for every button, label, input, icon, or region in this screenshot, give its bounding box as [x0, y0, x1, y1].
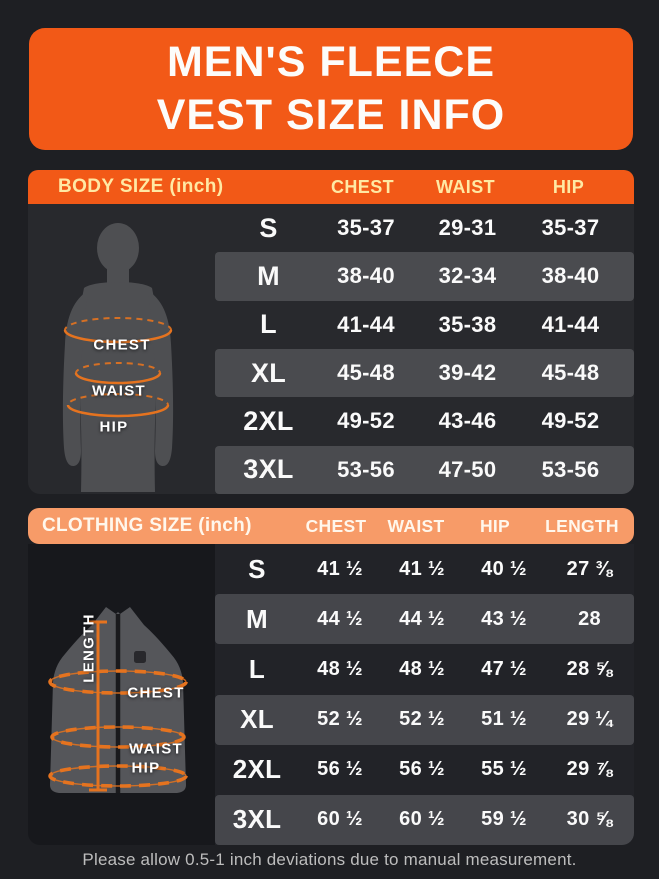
body-silhouette-illustration	[62, 223, 174, 492]
chest-value: 38-40	[337, 263, 395, 289]
title-line-2: VEST SIZE INFO	[156, 91, 506, 139]
hip-value: 38-40	[541, 263, 600, 289]
length-value: 28 ⅝	[566, 657, 613, 680]
size-label: 3XL	[232, 804, 282, 835]
hip-value: 51 ½	[481, 708, 527, 731]
chest-value: 35-37	[337, 215, 395, 241]
waist-value: 52 ½	[399, 708, 445, 731]
length-value: 27 ⅜	[566, 557, 613, 580]
table-row: 2XL 49-52 43-46 49-52	[215, 397, 634, 445]
table-row: 3XL 60 ½ 60 ½ 59 ½ 30 ⅝	[215, 794, 634, 845]
body-chest-label: CHEST	[93, 336, 151, 354]
table-row: XL 52 ½ 52 ½ 51 ½ 29 ¼	[215, 694, 634, 745]
waist-value: 43-46	[438, 408, 497, 434]
size-label: L	[260, 309, 277, 340]
clothing-col-chest: CHEST	[305, 515, 367, 536]
chest-value: 41-44	[337, 311, 395, 337]
hip-value: 41-44	[541, 311, 600, 337]
size-label: XL	[250, 357, 287, 388]
table-row: L 41-44 35-38 41-44	[215, 301, 634, 349]
chest-value: 60 ½	[317, 808, 363, 831]
measurement-disclaimer: Please allow 0.5-1 inch deviations due t…	[82, 850, 577, 869]
vest-illustration	[48, 607, 188, 793]
table-row: L 48 ½ 48 ½ 47 ½ 28 ⅝	[215, 644, 634, 694]
body-size-header-bar: BODY SIZE (inch) CHEST WAIST HIP	[28, 170, 634, 204]
waist-value: 47-50	[438, 456, 497, 482]
vest-hip-label: HIP	[131, 759, 161, 777]
hip-value: 47 ½	[481, 657, 527, 680]
body-size-title: BODY SIZE (inch)	[58, 176, 224, 197]
body-col-waist: WAIST	[436, 176, 495, 197]
size-label: XL	[240, 704, 274, 735]
chest-value: 45-48	[337, 360, 395, 386]
waist-value: 39-42	[438, 360, 497, 386]
clothing-size-title: CLOTHING SIZE (inch)	[42, 515, 252, 536]
size-label: M	[257, 260, 280, 291]
clothing-col-waist: WAIST	[387, 515, 445, 536]
body-col-chest: CHEST	[330, 176, 394, 197]
length-value: 30 ⅝	[566, 808, 613, 831]
size-label: S	[248, 553, 266, 584]
waist-value: 29-31	[438, 215, 497, 241]
chest-value: 44 ½	[317, 607, 363, 630]
size-label: 2XL	[232, 754, 282, 785]
waist-value: 41 ½	[399, 557, 445, 580]
hip-value: 53-56	[541, 456, 600, 482]
size-label: 3XL	[243, 454, 294, 485]
hip-value: 55 ½	[481, 758, 527, 781]
vest-length-label: LENGTH	[80, 613, 98, 683]
chest-value: 48 ½	[317, 657, 363, 680]
table-row: 3XL 53-56 47-50 53-56	[215, 445, 634, 494]
size-label: 2XL	[243, 405, 294, 436]
table-row: 2XL 56 ½ 56 ½ 55 ½ 29 ⅞	[215, 745, 634, 795]
waist-value: 56 ½	[399, 758, 445, 781]
title-line-1: MEN'S FLEECE	[166, 37, 496, 86]
length-value: 29 ¼	[566, 708, 613, 731]
body-waist-label: WAIST	[92, 382, 146, 400]
table-row: S 35-37 29-31 35-37	[215, 204, 634, 252]
chest-value: 56 ½	[317, 758, 363, 781]
vest-chest-label: CHEST	[127, 684, 185, 702]
table-row: M 38-40 32-34 38-40	[215, 252, 634, 301]
size-label: L	[248, 653, 266, 684]
waist-value: 60 ½	[399, 808, 445, 831]
length-value: 28	[578, 607, 601, 630]
title-banner: MEN'S FLEECE VEST SIZE INFO	[29, 28, 633, 150]
size-label: M	[246, 603, 268, 634]
table-row: M 44 ½ 44 ½ 43 ½ 28	[215, 594, 634, 645]
hip-value: 40 ½	[481, 557, 527, 580]
waist-value: 32-34	[438, 263, 497, 289]
hip-value: 43 ½	[481, 607, 527, 630]
waist-value: 44 ½	[399, 607, 445, 630]
table-row: XL 45-48 39-42 45-48	[215, 348, 634, 398]
waist-value: 48 ½	[399, 657, 445, 680]
length-value: 29 ⅞	[566, 758, 613, 781]
body-hip-label: HIP	[99, 418, 129, 436]
hip-value: 49-52	[541, 408, 600, 434]
table-row: S 41 ½ 41 ½ 40 ½ 27 ⅜	[215, 544, 634, 594]
clothing-col-length: LENGTH	[545, 515, 619, 536]
size-label: S	[259, 212, 278, 243]
vest-waist-label: WAIST	[129, 740, 183, 758]
clothing-col-hip: HIP	[479, 515, 511, 536]
chest-value: 52 ½	[317, 708, 363, 731]
hip-value: 45-48	[541, 360, 600, 386]
body-col-hip: HIP	[552, 176, 585, 197]
waist-value: 35-38	[438, 311, 497, 337]
clothing-table: S 41 ½ 41 ½ 40 ½ 27 ⅜ M 44 ½ 44 ½ 43 ½ 2…	[215, 544, 634, 845]
chest-value: 49-52	[337, 408, 395, 434]
chest-value: 53-56	[337, 456, 395, 482]
chest-value: 41 ½	[317, 557, 363, 580]
hip-value: 59 ½	[481, 808, 527, 831]
hip-value: 35-37	[541, 215, 600, 241]
clothing-size-header-bar: CLOTHING SIZE (inch) CHEST WAIST HIP LEN…	[28, 508, 634, 544]
